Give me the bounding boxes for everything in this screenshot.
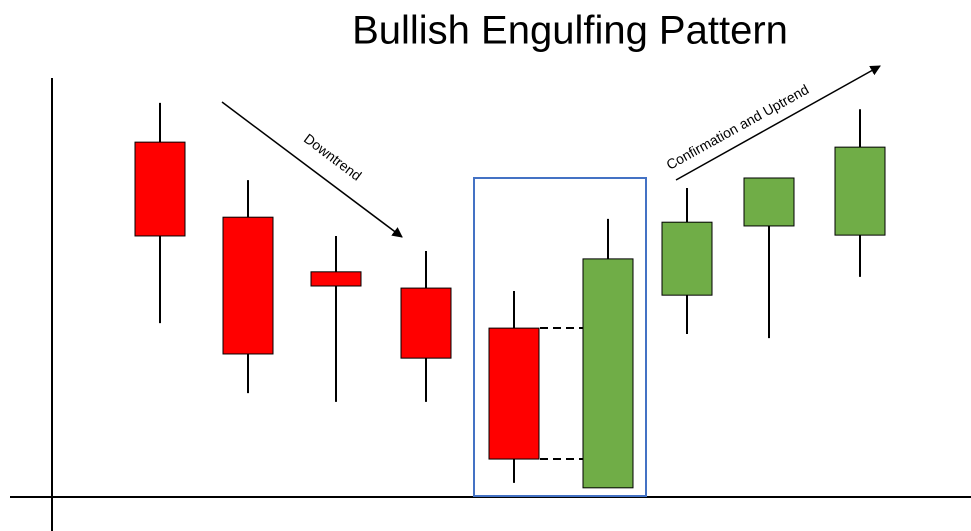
uptrend-arrow: [675, 65, 881, 181]
candles: [134, 102, 886, 489]
annotation: Confirmation and Uptrend: [663, 81, 811, 173]
candle-body: [134, 141, 186, 237]
candle-body: [834, 146, 886, 236]
pattern-box: [473, 177, 647, 497]
candle-body: [661, 221, 713, 296]
candle-body: [222, 216, 274, 355]
candle-body: [310, 271, 362, 287]
downtrend-arrow: [221, 101, 403, 238]
candle-body: [400, 287, 452, 359]
candle-body: [743, 177, 795, 227]
candle-body: [488, 327, 540, 460]
chart-title: Bullish Engulfing Pattern: [352, 9, 788, 53]
annotation: Downtrend: [301, 130, 365, 184]
candle-body: [582, 258, 634, 489]
